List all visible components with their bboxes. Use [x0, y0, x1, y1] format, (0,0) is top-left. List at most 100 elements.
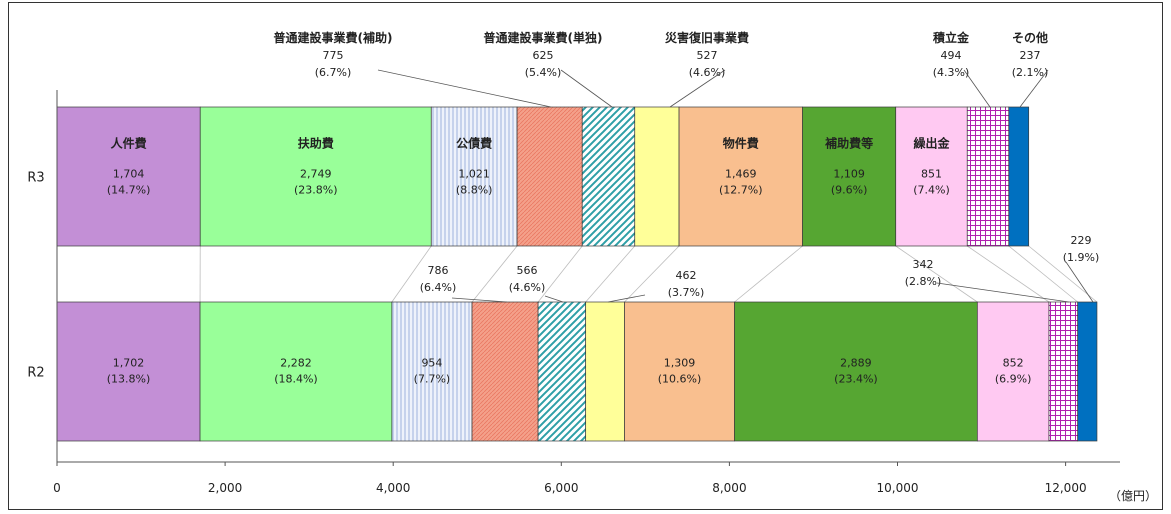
segment-pct-label: (10.6%) — [658, 373, 702, 386]
callout-value-label: 494 — [941, 49, 962, 62]
connector-line — [1008, 245, 1078, 303]
callout-value-label: 527 — [697, 49, 718, 62]
callout-value-label: 342 — [913, 258, 934, 271]
callout-pct-label: (2.8%) — [905, 275, 942, 288]
category-label-r3: R3 — [27, 171, 44, 186]
callout-name-label: 普通建設事業費(単独) — [484, 30, 603, 45]
bar-segment — [585, 301, 625, 442]
callout-leader-line — [451, 297, 508, 303]
connector-line — [624, 245, 680, 303]
callout-value-label: 786 — [428, 264, 449, 277]
segment-value-label: 2,889 — [840, 357, 872, 370]
segment-value-label: 2,282 — [280, 357, 312, 370]
bar-segment — [976, 301, 1050, 442]
callout-leader-line — [963, 69, 991, 108]
segment-pct-label: (23.4%) — [834, 373, 878, 386]
callout-value-label: 237 — [1020, 49, 1041, 62]
x-tick-label: 2,000 — [208, 481, 242, 495]
callout-leader-line — [377, 69, 552, 108]
callout-value-label: 462 — [676, 269, 697, 282]
connector-line — [585, 245, 636, 303]
callout-leader-line — [607, 294, 646, 303]
segment-pct-label: (8.8%) — [456, 184, 493, 197]
x-tick-label: 6,000 — [544, 481, 578, 495]
callout-value-label: 566 — [517, 264, 538, 277]
callout-leader-line — [560, 69, 613, 108]
bar-segment — [634, 106, 680, 247]
callout-pct-label: (3.7%) — [668, 286, 705, 299]
segment-name-label: 繰出金 — [913, 136, 950, 151]
segment-value-label: 1,469 — [725, 168, 757, 181]
segment-name-label: 物件費 — [723, 136, 759, 151]
callout-leader-line — [936, 282, 1070, 303]
x-tick-label: 12,000 — [1045, 481, 1087, 495]
bar-segment — [1048, 301, 1079, 442]
callout-pct-label: (6.4%) — [420, 281, 457, 294]
connector-line — [537, 245, 583, 303]
bar-segment — [391, 301, 473, 442]
bar-segment — [678, 106, 803, 247]
x-axis: 0 2,000 4,000 6,000 8,000 10,000 12,000 （億円） — [53, 90, 1157, 503]
x-tick-label: 4,000 — [376, 481, 410, 495]
bar-segment — [895, 106, 968, 247]
segment-value-label: 1,021 — [458, 168, 490, 181]
segment-pct-label: (7.7%) — [414, 373, 451, 386]
callout-name-label: その他 — [1012, 30, 1048, 45]
x-axis-unit-label: （億円） — [1109, 489, 1157, 503]
bar-segment — [734, 301, 978, 442]
connector-line — [895, 245, 978, 303]
connector-line — [967, 245, 1050, 303]
segment-pct-label: (7.4%) — [913, 184, 950, 197]
x-tick-label: 0 — [53, 481, 61, 495]
callout-name-label: 普通建設事業費(補助) — [274, 30, 393, 45]
callout-pct-label: (5.4%) — [525, 66, 562, 79]
callout-pct-label: (2.1%) — [1012, 66, 1049, 79]
callout-leader-line — [544, 295, 564, 303]
callout-pct-label: (6.7%) — [315, 66, 352, 79]
callout-pct-label: (1.9%) — [1063, 251, 1100, 264]
bar-segment — [56, 301, 201, 442]
segment-value-label: 954 — [421, 357, 442, 370]
bar-segment — [430, 106, 518, 247]
segment-connectors — [199, 245, 1098, 303]
callout-pct-label: (4.3%) — [933, 66, 970, 79]
connector-line — [471, 245, 518, 303]
bar-segment — [966, 106, 1010, 247]
segment-pct-label: (6.9%) — [995, 373, 1032, 386]
segment-value-label: 1,702 — [113, 357, 145, 370]
callout-value-label: 775 — [323, 49, 344, 62]
callout-value-label: 229 — [1071, 234, 1092, 247]
x-tick-label: 8,000 — [712, 481, 746, 495]
callout-leader-line — [669, 69, 726, 108]
segment-pct-label: (14.7%) — [107, 184, 151, 197]
segment-pct-label: (9.6%) — [831, 184, 868, 197]
bar-segment — [802, 106, 897, 247]
bar-segment — [471, 301, 539, 442]
segment-value-label: 1,309 — [664, 357, 696, 370]
bar-segment — [581, 106, 636, 247]
segment-name-label: 公債費 — [456, 136, 492, 151]
segment-value-label: 851 — [921, 168, 942, 181]
bar-segment — [1077, 301, 1098, 442]
segment-name-label: 補助費等 — [824, 136, 873, 151]
callouts: 普通建設事業費(補助) 775 (6.7%) 786 (6.4%) 普通建設事業費(単独)… — [274, 30, 1100, 303]
connector-line — [391, 245, 432, 303]
segment-value-label: 852 — [1003, 357, 1024, 370]
bars: R3 人件費 1,704 (14.7%) 扶助費 2,749 (23.8%) 公債費 1,021… — [27, 106, 1098, 442]
callout-name-label: 災害復旧事業費 — [665, 30, 749, 45]
callout-leader-line — [1019, 69, 1049, 108]
segment-pct-label: (18.4%) — [274, 373, 318, 386]
callout-name-label: 積立金 — [932, 30, 970, 45]
connector-line — [734, 245, 803, 303]
bar-segment — [537, 301, 587, 442]
bar-segment — [624, 301, 735, 442]
category-label-r2: R2 — [27, 366, 44, 381]
bar-segment — [199, 106, 432, 247]
x-tick-label: 10,000 — [877, 481, 919, 495]
segment-value-label: 1,109 — [833, 168, 865, 181]
segment-value-label: 1,704 — [113, 168, 145, 181]
segment-pct-label: (13.8%) — [107, 373, 151, 386]
segment-pct-label: (23.8%) — [294, 184, 338, 197]
bar-segment — [1008, 106, 1030, 247]
